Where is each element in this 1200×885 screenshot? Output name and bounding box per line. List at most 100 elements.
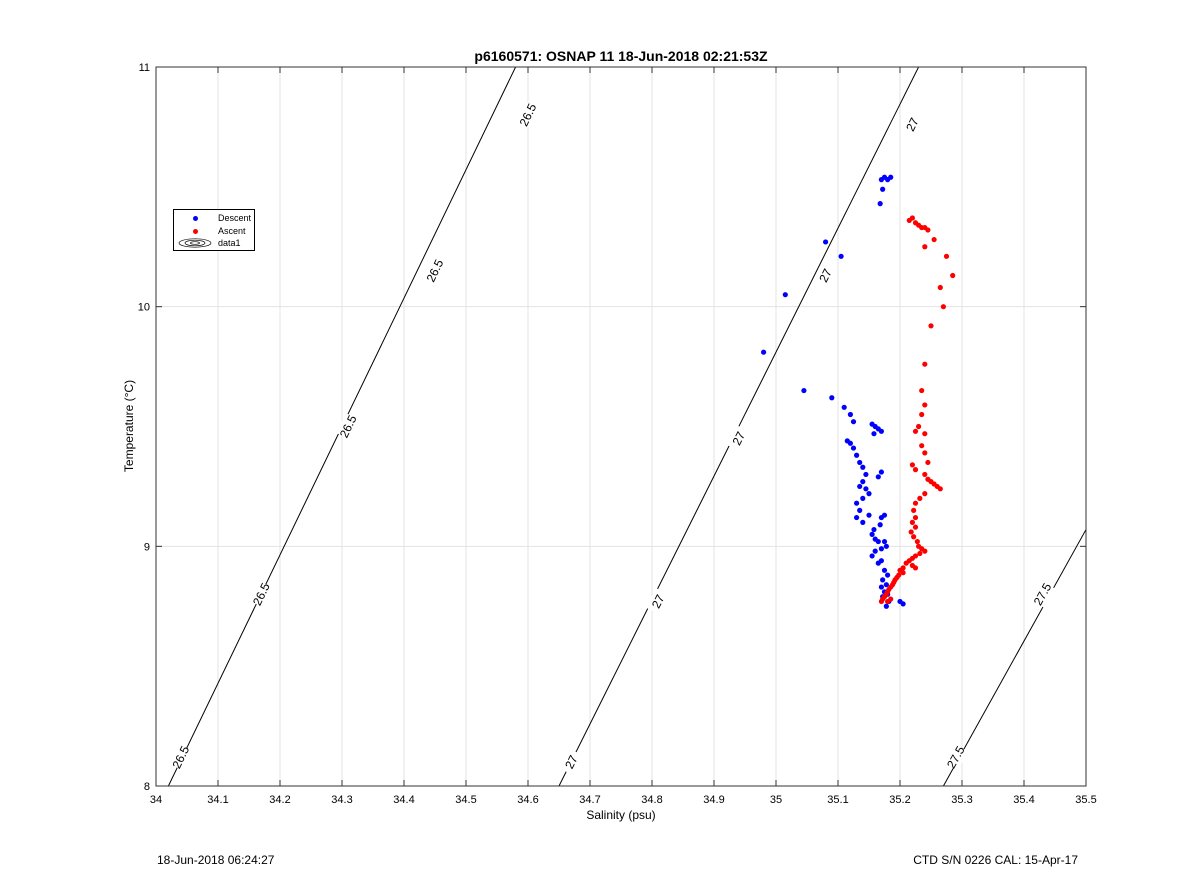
ascent-point (912, 524, 919, 530)
ascent-marker-icon (193, 229, 198, 234)
chart-title: p6160571: OSNAP 11 18-Jun-2018 02:21:53Z (474, 48, 768, 64)
ascent-point (925, 459, 931, 466)
legend-label-ascent: Ascent (218, 226, 246, 236)
contour-label-bg (423, 257, 447, 285)
ascent-point (900, 570, 906, 576)
descent-point (878, 469, 885, 475)
descent-point (854, 500, 860, 506)
descent-point (823, 239, 829, 245)
descent-point (854, 514, 860, 521)
ascent-point (922, 431, 928, 437)
descent-point (857, 507, 863, 513)
descent-point (841, 404, 847, 410)
ascent-point (937, 486, 943, 492)
ascent-point (917, 550, 923, 557)
descent-point (881, 512, 888, 518)
y-axis-label: Temperature (°C) (122, 380, 136, 472)
axis-ticks: 34 34.1 34.2 34.3 34.4 34.5 34.6 34.7 34.8 34.9 35… (138, 62, 1097, 806)
ascent-point (925, 227, 931, 233)
legend-label-descent: Descent (218, 213, 252, 223)
descent-point (888, 174, 894, 180)
ascent-point (914, 538, 920, 545)
ascent-point (911, 534, 917, 540)
descent-point (857, 459, 863, 466)
contour-label-bg (726, 425, 751, 452)
x-tick-label: 34.9 (703, 794, 724, 806)
ascent-point (940, 304, 947, 310)
footer-ctd-info: CTD S/N 0226 CAL: 15-Apr-17 (913, 853, 1078, 867)
ascent-point (912, 514, 919, 521)
ascent-point (909, 215, 916, 221)
contour-label-bg (646, 588, 671, 615)
descent-point (869, 531, 875, 537)
y-tick-label: 9 (144, 541, 150, 553)
ascent-point (912, 467, 919, 473)
descent-point (866, 512, 872, 518)
descent-point (877, 522, 883, 528)
ascent-point (922, 402, 928, 408)
descent-point (850, 445, 857, 451)
descent-point (869, 553, 875, 559)
descent-point (863, 486, 869, 492)
ascent-point (911, 507, 917, 513)
ascent-point (908, 529, 914, 535)
x-tick-label: 35 (770, 794, 782, 806)
descent-point (860, 495, 866, 501)
descent-point (883, 603, 889, 609)
x-tick-label: 34.8 (641, 794, 662, 806)
x-tick-label: 34.7 (579, 794, 600, 806)
descent-point (854, 452, 860, 458)
contour-icon (178, 238, 212, 248)
ascent-point (912, 500, 919, 506)
descent-point (850, 419, 857, 425)
descent-point (885, 572, 891, 578)
ascent-point (922, 491, 928, 497)
descent-point (880, 577, 886, 583)
ascent-point (888, 596, 894, 602)
ascent-point (922, 450, 928, 456)
contour-label-bg (813, 262, 838, 289)
ascent-point (928, 323, 934, 329)
descent-point (847, 411, 854, 418)
descent-point (860, 464, 866, 470)
x-tick-label: 34 (150, 794, 162, 806)
ascent-point (931, 236, 937, 243)
contour-label-bg (168, 743, 193, 771)
descent-point (860, 519, 866, 525)
x-tick-label: 34.5 (455, 794, 476, 806)
descent-point (871, 526, 877, 533)
ascent-point (909, 462, 916, 468)
descent-point (871, 431, 877, 437)
x-tick-label: 35.2 (889, 794, 910, 806)
ascent-point (922, 471, 928, 478)
ascent-point (912, 565, 919, 571)
y-tick-label: 8 (144, 781, 150, 793)
contour-label: 27 (649, 592, 668, 610)
x-tick-label: 35.3 (951, 794, 972, 806)
contour-label-bg (900, 111, 925, 138)
ascent-point (922, 548, 928, 554)
descent-point (878, 584, 885, 590)
contour-label: 27 (730, 429, 749, 447)
contour-label: 27 (562, 753, 581, 771)
grid-lines (155, 66, 1087, 787)
descent-point (829, 395, 835, 401)
contour-label-bg (1030, 580, 1055, 608)
y-tick-label: 11 (139, 62, 150, 74)
contour-label-bg (559, 748, 584, 776)
descent-point (883, 543, 889, 549)
contour-label-bg (336, 413, 361, 440)
descent-marker-icon (193, 216, 198, 221)
ascent-point (912, 428, 919, 434)
x-tick-label: 34.4 (393, 794, 414, 806)
x-tick-label: 35.1 (827, 794, 848, 806)
contour-label-bg (249, 580, 274, 608)
ascent-point (950, 272, 956, 279)
x-tick-label: 35.4 (1013, 794, 1034, 806)
ascent-point (922, 244, 928, 250)
descent-point (900, 601, 906, 607)
ascent-point (937, 284, 943, 291)
descent-point (782, 292, 788, 298)
